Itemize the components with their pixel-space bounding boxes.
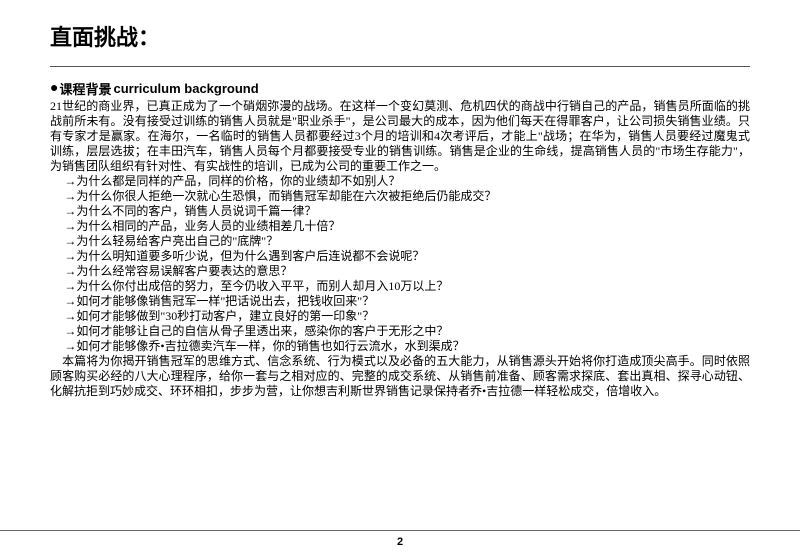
bullet-icon: ● xyxy=(50,81,58,97)
question-item: →如何才能够像乔•吉拉德卖汽车一样，你的销售也如行云流水，水到渠成？ xyxy=(50,339,750,354)
page-number: 2 xyxy=(0,536,800,548)
question-item: →为什么轻易给客户亮出自己的"底牌"？ xyxy=(50,234,750,249)
section-heading: ● 课程背景 curriculum background xyxy=(50,79,750,98)
question-item: →为什么明知道要多听少说，但为什么遇到客户后连说都不会说呢？ xyxy=(50,249,750,264)
question-item: →为什么经常容易误解客户要表达的意思？ xyxy=(50,264,750,279)
page-footer: 2 xyxy=(0,530,800,553)
closing-paragraph: 本篇将为你揭开销售冠军的思维方式、信念系统、行为模式以及必备的五大能力，从销售源… xyxy=(50,354,750,399)
question-item: →为什么你很人拒绝一次就心生恐惧，而销售冠军却能在六次被拒绝后仍能成交？ xyxy=(50,189,750,204)
page-container: 直面挑战： ● 课程背景 curriculum background 21世纪的… xyxy=(0,0,800,553)
title-divider xyxy=(50,66,750,67)
question-item: →为什么不同的客户，销售人员说词千篇一律？ xyxy=(50,204,750,219)
question-item: →如何才能够做到"30秒打动客户，建立良好的第一印象"？ xyxy=(50,309,750,324)
heading-english: curriculum background xyxy=(113,81,258,96)
question-item: →为什么相同的产品，业务人员的业绩相差几十倍？ xyxy=(50,219,750,234)
question-item: →如何才能够让自己的自信从骨子里透出来，感染你的客户于无形之中？ xyxy=(50,324,750,339)
page-title: 直面挑战： xyxy=(50,20,750,56)
question-item: →为什么都是同样的产品，同样的价格，你的业绩却不如别人？ xyxy=(50,174,750,189)
intro-paragraph: 21世纪的商业界，已真正成为了一个硝烟弥漫的战场。在这样一个变幻莫测、危机四伏的… xyxy=(50,99,750,174)
question-item: →为什么你付出成倍的努力，至今仍收入平平，而别人却月入10万以上？ xyxy=(50,279,750,294)
question-item: →如何才能够像销售冠军一样"把话说出去，把钱收回来"？ xyxy=(50,294,750,309)
question-list: →为什么都是同样的产品，同样的价格，你的业绩却不如别人？→为什么你很人拒绝一次就… xyxy=(50,174,750,354)
heading-chinese: 课程背景 xyxy=(59,79,111,98)
